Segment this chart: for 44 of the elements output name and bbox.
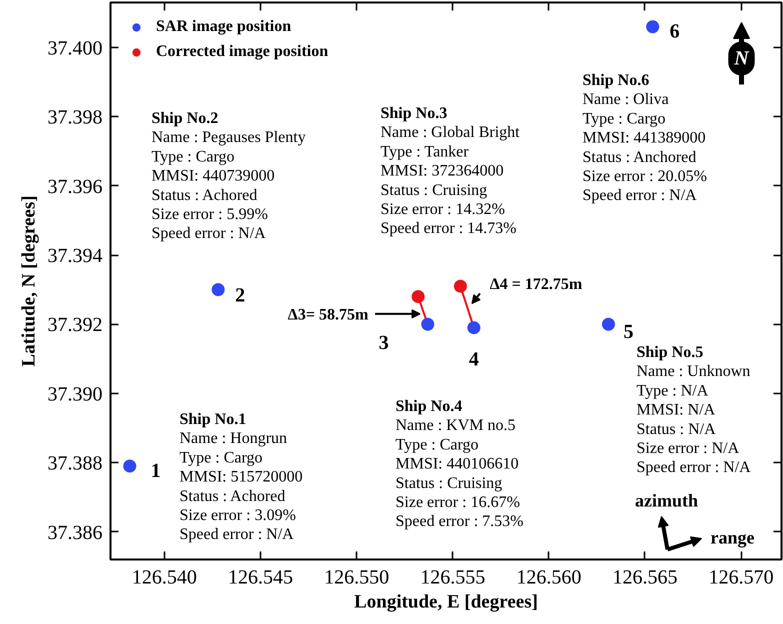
annotation: 1 (150, 460, 161, 482)
y-tick-label: 37.400 (48, 37, 102, 60)
annotation: Ship No.4 Name : KVM no.5 Type : Cargo MMSI: 440106610 Status : Cruising Size error : 16.67% Speed error : 7.53% (396, 398, 524, 530)
annotation: Δ4 = 172.75m (490, 276, 583, 293)
y-tick-label: 37.388 (48, 452, 102, 475)
x-tick-label: 126.560 (516, 566, 582, 588)
annotation: Ship No.1 Name : Hongrun Type : Cargo MMSI: 515720000 Status : Achored Size error : 3.09% Speed error : N/A (180, 411, 303, 544)
x-axis-title: Longitude, E [degrees] (354, 592, 538, 612)
point (412, 290, 425, 304)
legend-label: SAR image position (156, 18, 292, 36)
x-tick-label: 126.545 (228, 566, 293, 588)
x-tick-label: 126.570 (708, 566, 774, 588)
annotation: Ship No.6 Name : Oliva Type : Cargo MMSI: 441389000 Status : Anchored Size error : 20.05% Speed error : N/A (582, 72, 707, 204)
y-tick-label: 37.390 (48, 383, 102, 406)
annotation: Ship No.2 Name : Pegauses Plenty Type : Cargo MMSI: 440739000 Status : Achored Size error : 5.99% Speed error : N/A (152, 110, 306, 242)
x-tick-label: 126.565 (612, 566, 678, 588)
annotation: Ship No.3 Name : Global Bright Type : Tanker MMSI: 372364000 Status : Cruising Size error : 14.32% Speed error : 14.73% (380, 105, 520, 238)
y-tick-label: 37.396 (48, 176, 102, 198)
annotation: 3 (378, 332, 389, 354)
x-tick-label: 126.550 (324, 566, 390, 588)
annotation: range (710, 528, 755, 548)
point (454, 280, 467, 293)
annotation: N (733, 48, 750, 70)
y-tick-label: 37.394 (48, 245, 102, 268)
y-tick-label: 37.386 (48, 522, 102, 544)
y-tick-label: 37.392 (48, 314, 102, 336)
point (602, 318, 615, 331)
annotation: 5 (623, 321, 634, 344)
point (212, 283, 225, 296)
annotation: Δ3= 58.75m (288, 306, 369, 324)
point (421, 318, 434, 331)
point (123, 460, 136, 473)
y-tick-label: 37.398 (48, 106, 102, 129)
annotation: Ship No.5 Name : Unknown Type : N/A MMSI: N/A Status : N/A Size error : N/A Speed error : N/A (636, 344, 752, 476)
annotation: azimuth (635, 490, 698, 510)
point (646, 20, 660, 34)
legend-label: Corrected image position (156, 43, 328, 61)
annotation: 6 (670, 20, 680, 43)
annotation: 4 (468, 348, 479, 371)
x-tick-label: 126.555 (420, 566, 486, 588)
point (467, 321, 480, 334)
annotation: 2 (235, 284, 246, 307)
y-axis-title: Latitude, N [degrees] (18, 195, 40, 367)
x-tick-label: 126.540 (132, 566, 197, 588)
